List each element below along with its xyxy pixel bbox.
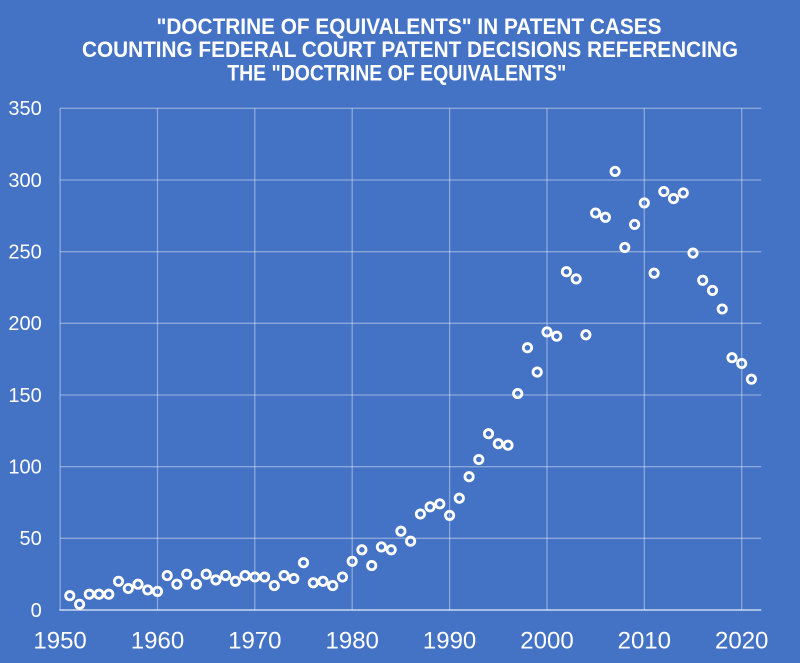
svg-text:1990: 1990 [423,628,476,655]
svg-text:150: 150 [8,385,41,407]
svg-text:THE "DOCTRINE OF EQUIVALENTS": THE "DOCTRINE OF EQUIVALENTS" [227,60,566,85]
svg-text:0: 0 [31,600,42,622]
svg-text:250: 250 [8,242,41,264]
svg-text:2010: 2010 [618,628,671,655]
svg-text:1960: 1960 [131,628,184,655]
svg-text:2000: 2000 [520,628,573,655]
svg-text:2020: 2020 [715,628,768,655]
svg-text:350: 350 [8,98,41,120]
svg-text:COUNTING FEDERAL COURT PATENT: COUNTING FEDERAL COURT PATENT DECISIONS … [82,37,738,62]
svg-text:1970: 1970 [228,628,281,655]
svg-text:"DOCTRINE OF EQUIVALENTS" IN P: "DOCTRINE OF EQUIVALENTS" IN PATENT CASE… [157,14,662,39]
svg-text:1980: 1980 [326,628,379,655]
svg-text:1950: 1950 [33,628,86,655]
svg-text:50: 50 [20,528,42,550]
svg-text:300: 300 [8,170,41,192]
svg-text:100: 100 [8,457,41,479]
svg-text:200: 200 [8,313,41,335]
